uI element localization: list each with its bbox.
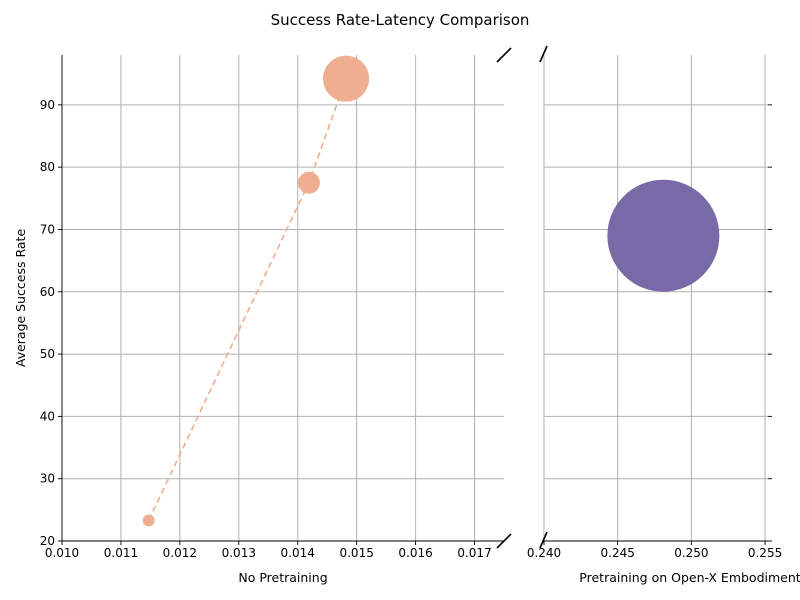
x-tick-label: 0.255: [748, 546, 782, 560]
x-tick-label: 0.016: [398, 546, 432, 560]
series-line: [147, 78, 347, 521]
data-point: [607, 179, 720, 292]
x-tick-label: 0.011: [104, 546, 138, 560]
y-tick-label: 50: [40, 347, 55, 361]
x-tick-label: 0.015: [339, 546, 373, 560]
x-axis-label: No Pretraining: [238, 570, 327, 585]
x-tick-label: 0.240: [527, 546, 561, 560]
data-point: [297, 171, 320, 194]
y-tick-label: 80: [40, 160, 55, 174]
y-tick-label: 40: [40, 409, 55, 423]
y-tick-label: 70: [40, 222, 55, 236]
x-tick-label: 0.017: [457, 546, 491, 560]
break-mark: [539, 531, 548, 549]
y-tick-label: 20: [40, 534, 55, 548]
break-mark: [539, 45, 548, 63]
x-tick-label: 0.250: [674, 546, 708, 560]
panel-no-pretraining: 0.010 0.011 0.012 0.013 0.014 0.015 0.016 0.017…: [40, 55, 504, 585]
x-tick-label: 0.012: [163, 546, 197, 560]
y-tick-label: 30: [40, 472, 55, 486]
y-tick-label: 60: [40, 285, 55, 299]
axis-break-marks: [496, 45, 548, 549]
panel-open-x: 0.240 0.245 0.250 0.255 Pretraining on Open-…: [527, 55, 800, 585]
x-tick-label: 0.010: [45, 546, 79, 560]
x-tick-label: 0.014: [281, 546, 315, 560]
data-point: [142, 514, 155, 527]
x-axis-label: Pretraining on Open-X Embodiment: [579, 570, 800, 585]
chart-title: Success Rate-Latency Comparison: [271, 11, 530, 29]
x-tick-label: 0.245: [601, 546, 635, 560]
break-mark: [496, 533, 512, 549]
y-tick-label: 90: [40, 98, 55, 112]
break-mark: [496, 47, 512, 63]
y-axis-label: Average Success Rate: [13, 229, 28, 368]
data-point: [323, 55, 370, 102]
x-tick-label: 0.013: [222, 546, 256, 560]
